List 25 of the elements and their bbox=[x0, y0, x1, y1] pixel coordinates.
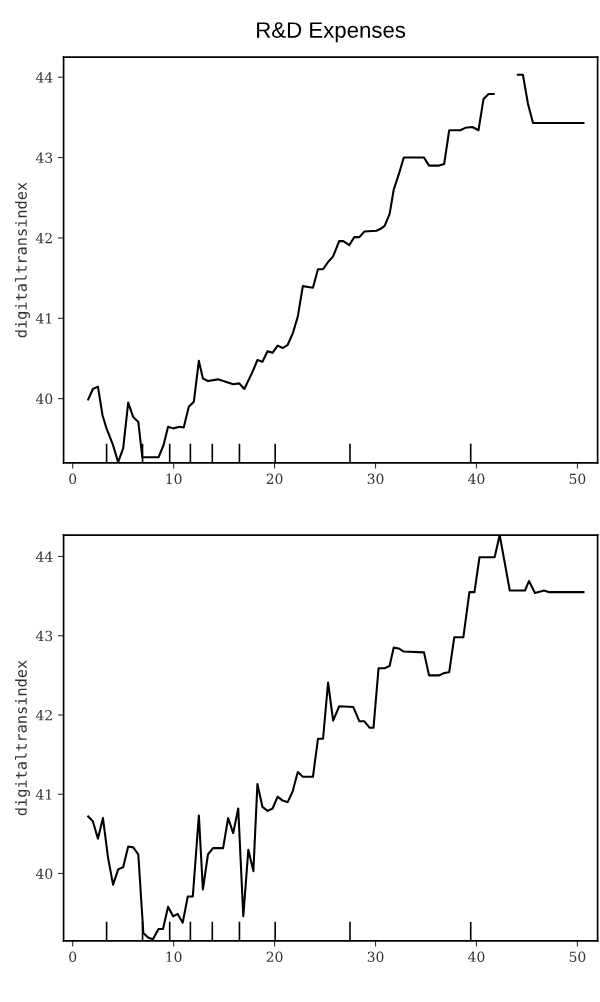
y-tick-label: 44 bbox=[35, 72, 53, 83]
x-tick-label: 40 bbox=[468, 473, 485, 485]
y-axis-title: digitaltransindex bbox=[14, 660, 30, 816]
x-tick-label: 40 bbox=[468, 951, 485, 963]
x-tick-label: 20 bbox=[266, 951, 283, 963]
x-tick-label: 30 bbox=[367, 473, 384, 485]
x-tick-label: 30 bbox=[367, 951, 384, 963]
x-tick-label: 0 bbox=[69, 473, 77, 485]
y-tick-label: 41 bbox=[35, 789, 52, 800]
y-tick-label: 42 bbox=[35, 232, 52, 244]
x-tick-label: 10 bbox=[166, 951, 182, 963]
chart-title: R&D Expenses bbox=[257, 22, 406, 43]
y-tick-label: 44 bbox=[35, 551, 53, 562]
x-tick-label: 10 bbox=[166, 473, 182, 485]
y-tick-label: 40 bbox=[35, 393, 53, 405]
y-tick-label: 43 bbox=[35, 152, 53, 164]
x-tick-label: 50 bbox=[569, 473, 586, 485]
x-tick-label: 0 bbox=[69, 951, 77, 963]
y-tick-label: 41 bbox=[35, 313, 52, 324]
x-tick-label: 50 bbox=[569, 951, 586, 963]
x-tick-label: 20 bbox=[266, 473, 283, 485]
y-tick-label: 40 bbox=[35, 868, 53, 879]
y-tick-label: 42 bbox=[35, 709, 52, 721]
y-tick-label: 43 bbox=[35, 630, 53, 642]
y-axis-title: digitaltransindex bbox=[14, 182, 30, 338]
